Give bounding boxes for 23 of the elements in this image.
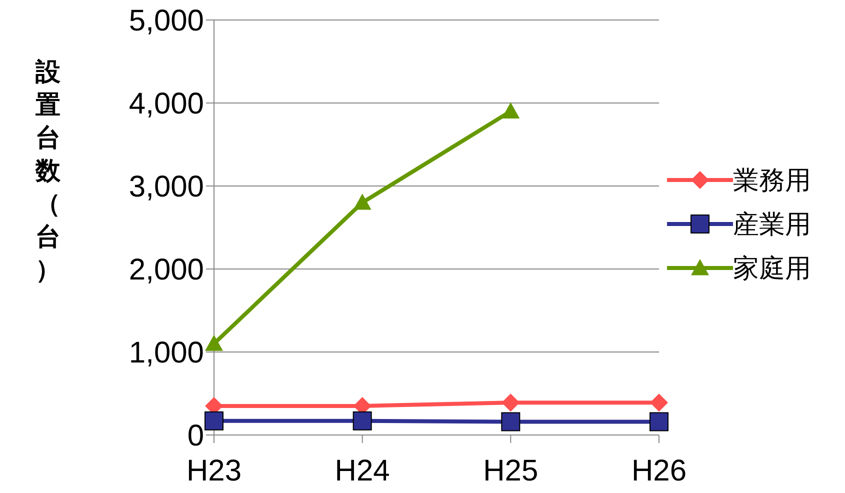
y-tick-label: 0	[187, 420, 204, 453]
y-tick-label: 3,000	[128, 170, 204, 204]
y-tick-label: 2,000	[128, 254, 204, 287]
point	[205, 334, 223, 351]
x-tick-label: H25	[483, 454, 538, 488]
y-tick-label: 1,000	[128, 336, 204, 370]
legend-label: 産業用	[733, 208, 811, 241]
point	[204, 411, 224, 430]
point	[501, 412, 520, 432]
point	[650, 394, 668, 412]
point	[650, 412, 668, 432]
y-tick-label: 4,000	[128, 88, 204, 121]
point	[353, 194, 372, 210]
y-axis-title: 設置台数（台）	[34, 58, 62, 284]
x-tick-label: H26	[631, 454, 687, 488]
x-tick-label: H24	[334, 454, 390, 488]
y-tick-label: 5,000	[128, 4, 204, 38]
legend-label: 家庭用	[733, 252, 811, 285]
point	[502, 394, 520, 412]
point	[352, 411, 372, 430]
x-tick-label: H23	[186, 454, 242, 488]
legend-label: 業務用	[733, 164, 811, 197]
point	[502, 102, 520, 118]
